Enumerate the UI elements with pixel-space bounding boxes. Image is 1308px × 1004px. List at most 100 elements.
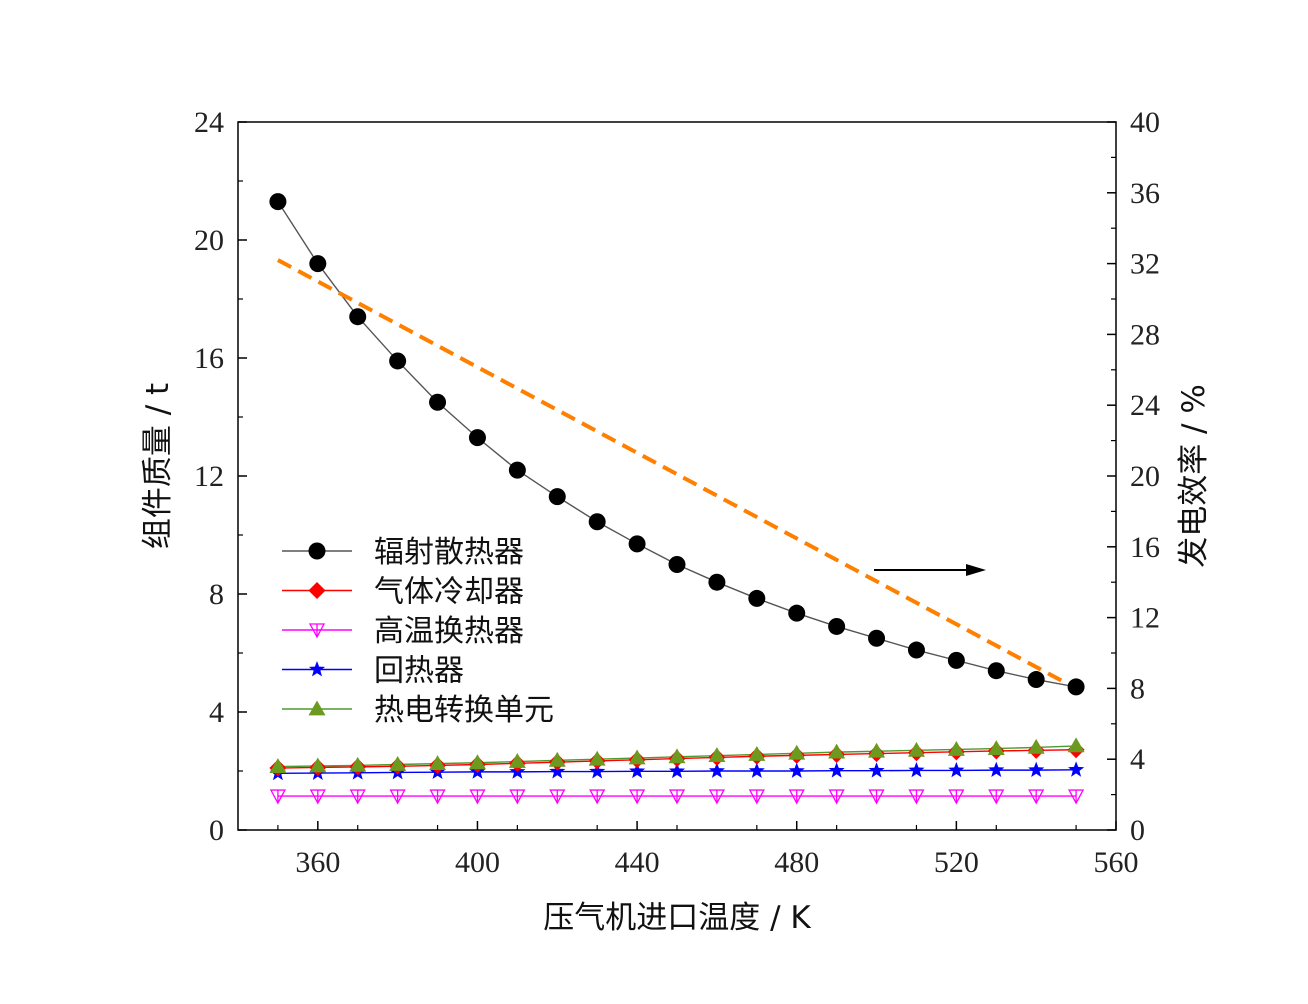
data-point-3 (788, 762, 805, 778)
data-point-3 (868, 762, 885, 778)
series-line-5 (276, 258, 1078, 691)
data-point-4 (389, 756, 407, 771)
data-point-4 (349, 756, 367, 772)
y-right-tick-label: 24 (1130, 389, 1160, 422)
y-left-tick-label: 8 (209, 578, 224, 611)
y-right-tick-label: 4 (1130, 743, 1145, 776)
data-point-2 (708, 789, 725, 805)
y-right-tick-label: 12 (1130, 602, 1160, 635)
data-point-4 (508, 753, 526, 768)
axis-ticks: 360 400 440 480 520 5600481216202404812162024… (194, 106, 1160, 879)
data-point-3 (948, 761, 965, 778)
data-point-4 (668, 748, 686, 764)
data-point-3 (589, 763, 606, 779)
x-tick-label: 440 (615, 846, 660, 879)
data-point-2 (788, 789, 805, 805)
data-point-3 (629, 762, 646, 779)
data-point-2 (269, 789, 286, 805)
data-point-4 (947, 740, 965, 756)
data-point-3 (708, 762, 725, 778)
data-point-0 (468, 429, 486, 447)
plot-frame (237, 121, 1117, 831)
x-tick-label: 360 (295, 846, 340, 879)
data-point-0 (548, 488, 566, 506)
y-left-tick-label: 4 (209, 696, 224, 729)
y-right-tick-label: 28 (1130, 318, 1160, 351)
x-tick-label: 520 (934, 846, 979, 879)
data-point-2 (948, 789, 965, 805)
data-point-2 (469, 789, 486, 805)
data-point-0 (947, 651, 965, 669)
legend-label: 辐射散热器 (374, 535, 524, 570)
data-point-4 (748, 745, 766, 761)
y-left-tick-label: 24 (194, 106, 224, 139)
y-left-tick-label: 20 (194, 224, 224, 257)
data-point-0 (907, 641, 925, 659)
data-point-0 (389, 352, 407, 370)
data-point-2 (509, 789, 526, 805)
legend-label: 气体冷却器 (374, 575, 524, 610)
legend-marker (308, 700, 326, 716)
y-left-tick-label: 12 (194, 460, 224, 493)
y-right-tick-label: 32 (1130, 248, 1160, 281)
x-tick-label: 480 (774, 846, 819, 879)
y-right-tick-label: 8 (1130, 672, 1145, 705)
data-point-2 (549, 789, 566, 805)
data-point-3 (748, 762, 765, 778)
data-point-2 (429, 789, 446, 805)
data-point-2 (868, 789, 885, 805)
data-point-0 (788, 604, 806, 622)
legend-marker (308, 623, 326, 639)
data-point-2 (1028, 789, 1045, 805)
y-right-tick-label: 0 (1130, 814, 1145, 847)
efficiency-axis-arrow (874, 564, 986, 576)
data-point-2 (349, 789, 366, 805)
y-left-tick-label: 16 (194, 342, 224, 375)
legend-label: 热电转换单元 (374, 693, 554, 728)
data-point-2 (389, 789, 406, 805)
x-axis-title: 压气机进口温度 / K (543, 900, 811, 936)
data-point-0 (748, 589, 766, 607)
data-point-2 (589, 789, 606, 805)
data-point-4 (588, 750, 606, 766)
data-point-4 (788, 744, 806, 760)
data-point-0 (1027, 671, 1045, 689)
data-point-4 (269, 758, 287, 773)
data-point-0 (588, 513, 606, 531)
x-tick-label: 400 (455, 846, 500, 879)
data-point-0 (628, 535, 646, 553)
data-point-4 (868, 742, 886, 758)
data-point-0 (987, 662, 1005, 680)
data-point-4 (1067, 737, 1085, 753)
x-tick-label: 560 (1094, 846, 1139, 879)
legend-marker (308, 542, 326, 560)
y-axis-left-title: 组件质量 / t (140, 383, 176, 549)
data-point-2 (668, 789, 686, 805)
data-point-0 (349, 308, 367, 326)
data-point-2 (748, 789, 765, 805)
legend-marker (308, 582, 326, 599)
y-left-tick-label: 0 (209, 814, 224, 847)
data-point-4 (309, 757, 327, 773)
data-point-0 (1067, 678, 1085, 696)
data-point-4 (548, 751, 566, 767)
data-point-0 (269, 193, 287, 211)
y-right-tick-label: 40 (1130, 106, 1160, 139)
data-point-0 (429, 393, 447, 411)
data-point-3 (988, 761, 1005, 777)
data-point-0 (508, 461, 526, 479)
data-point-2 (908, 789, 925, 805)
data-point-3 (1068, 761, 1085, 777)
y-right-tick-label: 20 (1130, 460, 1160, 493)
y-right-tick-label: 16 (1130, 531, 1160, 564)
series-markers (269, 193, 1085, 805)
data-point-3 (1028, 761, 1045, 777)
data-point-0 (828, 617, 846, 635)
legend-label: 高温换热器 (374, 614, 524, 649)
y-right-tick-label: 36 (1130, 177, 1160, 210)
data-point-3 (668, 762, 686, 779)
data-point-3 (828, 762, 845, 778)
data-point-2 (1068, 789, 1085, 805)
